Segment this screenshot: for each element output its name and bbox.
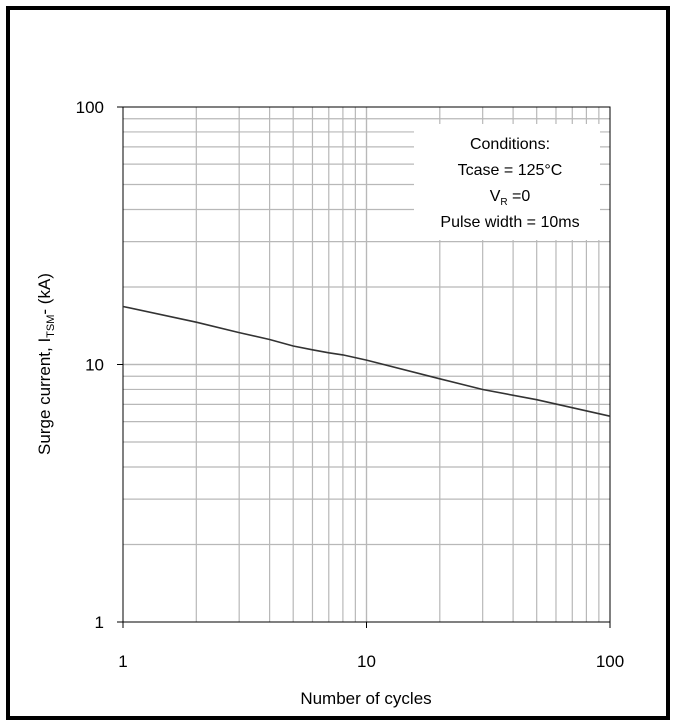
- conditions-annotation: Conditions: Tcase = 125°C VR =0 Pulse wi…: [414, 124, 600, 240]
- series: [122, 305, 611, 417]
- surge-current-line: [122, 305, 611, 417]
- annotation-line1: Conditions:: [470, 136, 550, 153]
- annotation-line2: Tcase = 125°C: [458, 162, 563, 179]
- y-tick-label: 1: [95, 613, 104, 632]
- annotation-line4: Pulse width = 10ms: [440, 214, 579, 231]
- annotation-line3: VR =0: [490, 188, 531, 208]
- x-tick-label: 100: [596, 652, 624, 671]
- y-tick-label: 10: [85, 356, 104, 375]
- annotation-box: [414, 124, 600, 240]
- y-tick-label: 100: [76, 98, 104, 117]
- y-axis-title: Surge current, ITSM- (kA): [35, 273, 57, 455]
- ticks: 1 10 100 100 10 1: [76, 98, 625, 671]
- outer-border: [6, 6, 670, 720]
- annotation-line3-sub: R: [500, 197, 507, 208]
- x-axis-title: Number of cycles: [300, 689, 431, 708]
- y-axis-title-sub: TSM: [45, 315, 57, 338]
- annotation-line3-rest: =0: [508, 188, 531, 205]
- annotation-line3-main: V: [490, 188, 501, 205]
- x-tick-label: 10: [357, 652, 376, 671]
- y-axis-title-suffix: - (kA): [35, 273, 54, 315]
- x-tick-label: 1: [118, 652, 127, 671]
- y-axis-title-main: Surge current, I: [35, 338, 54, 455]
